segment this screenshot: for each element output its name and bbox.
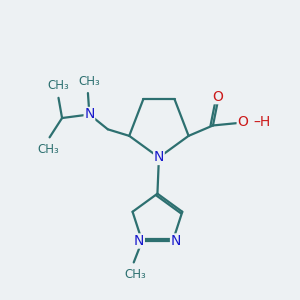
Text: –H: –H [254, 116, 271, 130]
Text: CH₃: CH₃ [79, 75, 100, 88]
Text: N: N [84, 107, 94, 122]
Text: CH₃: CH₃ [48, 80, 69, 92]
Text: N: N [154, 150, 164, 164]
Text: CH₃: CH₃ [37, 143, 59, 156]
Text: CH₃: CH₃ [124, 268, 146, 281]
Text: O: O [212, 90, 223, 104]
Text: N: N [134, 234, 144, 248]
Text: O: O [237, 116, 248, 130]
Text: N: N [171, 234, 181, 248]
